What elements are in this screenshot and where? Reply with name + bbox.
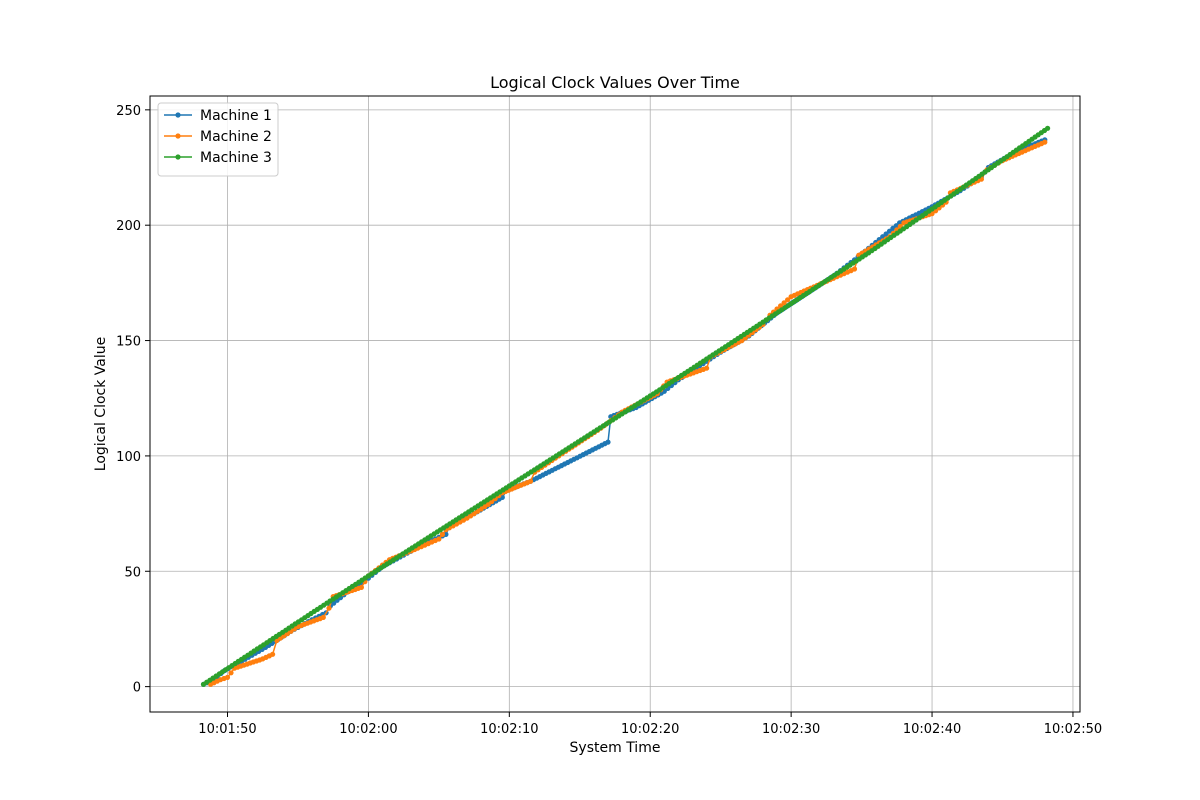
y-tick-label: 250 (116, 104, 141, 119)
x-tick-label: 10:02:40 (903, 722, 961, 737)
data-point (326, 605, 332, 611)
data-point (1045, 125, 1051, 131)
legend-marker-machine-1 (175, 112, 181, 118)
data-point (228, 670, 234, 676)
data-point (778, 303, 784, 309)
x-tick-label: 10:02:50 (1044, 722, 1102, 737)
y-axis-ticks: 0 50 100 150 200 250 (116, 104, 150, 696)
plot-area-frame (149, 95, 1081, 713)
data-point (485, 501, 491, 507)
data-point (439, 531, 445, 538)
x-tick-label: 10:01:50 (198, 722, 256, 737)
legend-label-machine-3: Machine 3 (200, 150, 272, 166)
y-tick-label: 150 (116, 335, 141, 350)
y-tick-label: 0 (133, 681, 141, 696)
data-point (781, 300, 787, 306)
y-tick-label: 50 (124, 565, 141, 580)
legend-marker-machine-2 (175, 133, 181, 139)
data-point (1042, 139, 1048, 145)
x-tick-label: 10:02:20 (621, 722, 679, 737)
data-point (851, 266, 858, 272)
y-tick-label: 200 (116, 219, 141, 234)
x-tick-label: 10:02:10 (480, 722, 538, 737)
data-point (358, 584, 364, 591)
y-axis-label: Logical Clock Value (93, 337, 109, 471)
legend-label-machine-2: Machine 2 (200, 129, 272, 145)
chart-title: Logical Clock Values Over Time (490, 73, 740, 92)
data-point (527, 478, 534, 484)
data-point (270, 651, 276, 657)
data-point (436, 536, 442, 542)
legend-label-machine-1: Machine 1 (200, 108, 272, 124)
x-tick-label: 10:02:00 (339, 722, 397, 737)
x-tick-label: 10:02:30 (762, 722, 820, 737)
data-point (224, 674, 231, 681)
grid-lines (150, 96, 1080, 712)
series-machine-3 (200, 125, 1051, 687)
data-point (605, 439, 611, 445)
x-axis-label: System Time (570, 740, 661, 756)
legend: Machine 1 Machine 2 Machine 3 (157, 102, 279, 177)
y-tick-label: 100 (116, 450, 141, 465)
x-axis-ticks: 10:01:50 10:02:00 10:02:10 10:02:20 10:02:30… (198, 712, 1102, 737)
data-point (739, 338, 745, 344)
data-point (785, 297, 791, 303)
data-point (704, 365, 710, 371)
data-point (320, 614, 326, 621)
series-layer (200, 125, 1051, 687)
legend-marker-machine-3 (175, 154, 181, 160)
